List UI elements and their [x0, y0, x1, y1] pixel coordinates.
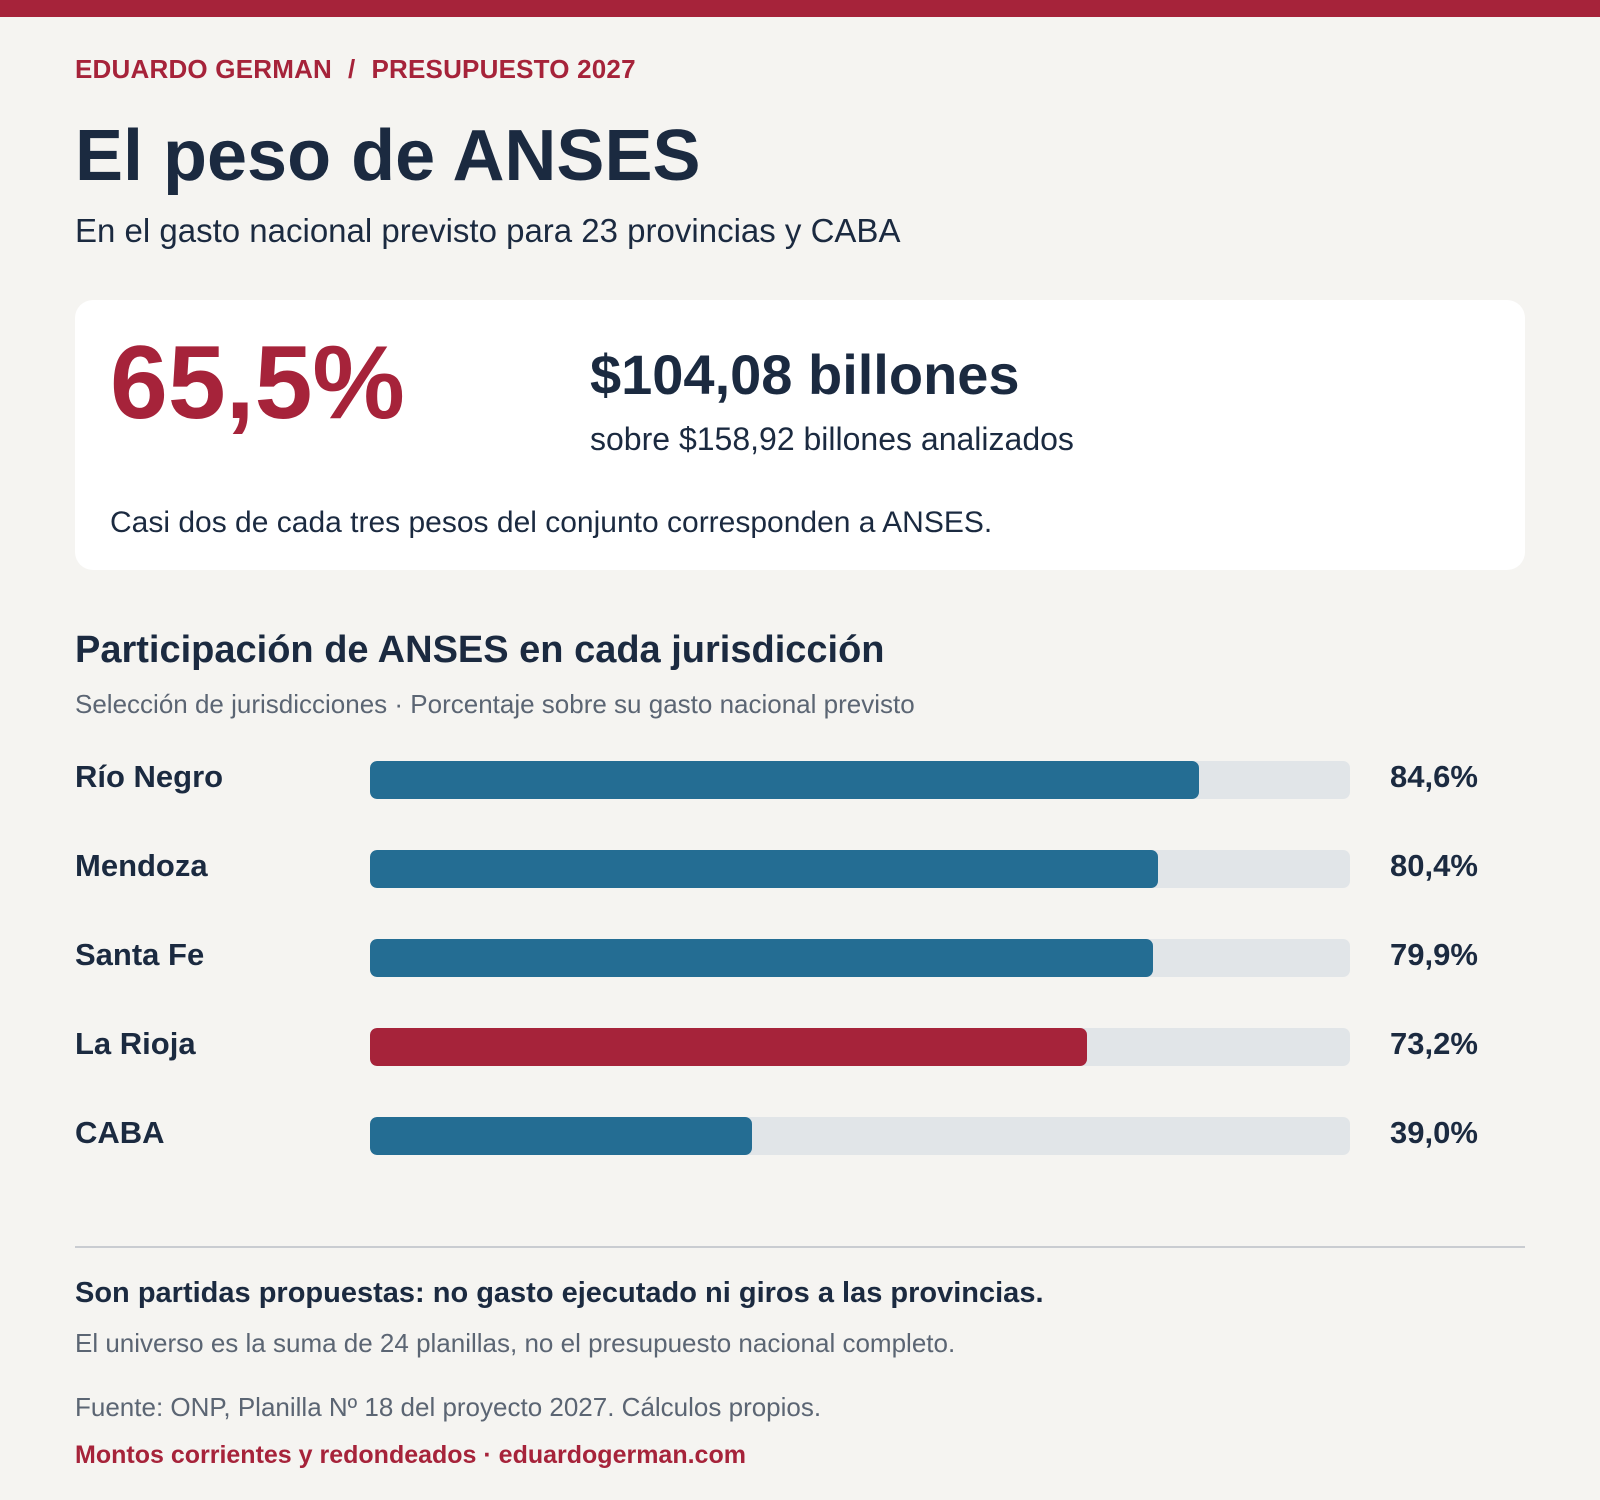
- bar-row: Mendoza 80,4%: [75, 848, 1525, 888]
- data-label: 73,2%: [1390, 1026, 1478, 1061]
- bar-track: [370, 1117, 1350, 1155]
- source-note: Fuente: ONP, Planilla Nº 18 del proyecto…: [75, 1392, 822, 1422]
- bar-row: CABA 39,0%: [75, 1115, 1525, 1155]
- highlight-percent: 65,5%: [110, 325, 405, 441]
- data-label: 79,9%: [1390, 937, 1478, 972]
- highlight-card: 65,5% $104,08 billones sobre $158,92 bil…: [75, 300, 1525, 570]
- bar-row: Santa Fe 79,9%: [75, 937, 1525, 977]
- category-label: La Rioja: [75, 1026, 196, 1061]
- bar-row: La Rioja 73,2%: [75, 1026, 1525, 1066]
- bar-row: Río Negro 84,6%: [75, 759, 1525, 799]
- footer-scope-note: El universo es la suma de 24 planillas, …: [75, 1328, 956, 1358]
- credit-line: Montos corrientes y redondeados · eduard…: [75, 1441, 746, 1469]
- highlight-amount: $104,08 billones: [590, 343, 1020, 406]
- category-label: Mendoza: [75, 848, 208, 883]
- bar-track: [370, 850, 1350, 888]
- data-label: 80,4%: [1390, 848, 1478, 883]
- bar: [370, 939, 1153, 977]
- bar-track: [370, 939, 1350, 977]
- bar: [370, 1117, 752, 1155]
- page-title: El peso de ANSES: [75, 116, 701, 196]
- top-accent-bar: [0, 0, 1600, 17]
- footer-divider: [75, 1246, 1525, 1248]
- footer-caveat: Son partidas propuestas: no gasto ejecut…: [75, 1277, 1044, 1309]
- category-label: CABA: [75, 1115, 165, 1150]
- category-label: Río Negro: [75, 759, 224, 794]
- data-label: 39,0%: [1390, 1115, 1478, 1150]
- data-label: 84,6%: [1390, 759, 1478, 794]
- bar-track: [370, 761, 1350, 799]
- highlight-note: Casi dos de cada tres pesos del conjunto…: [110, 506, 993, 539]
- chart-title: Participación de ANSES en cada jurisdicc…: [75, 629, 885, 671]
- bar: [370, 850, 1158, 888]
- category-label: Santa Fe: [75, 937, 205, 972]
- kicker: EDUARDO GERMAN / PRESUPUESTO 2027: [75, 54, 636, 85]
- author-name: EDUARDO GERMAN: [75, 54, 333, 84]
- kicker-separator: /: [348, 54, 356, 84]
- bar: [370, 1028, 1087, 1066]
- chart-subtitle: Selección de jurisdicciones · Porcentaje…: [75, 689, 915, 719]
- page-subtitle: En el gasto nacional previsto para 23 pr…: [75, 212, 901, 249]
- series-name: PRESUPUESTO 2027: [371, 54, 636, 84]
- bar: [370, 761, 1199, 799]
- highlight-amount-context: sobre $158,92 billones analizados: [590, 421, 1074, 457]
- bar-track: [370, 1028, 1350, 1066]
